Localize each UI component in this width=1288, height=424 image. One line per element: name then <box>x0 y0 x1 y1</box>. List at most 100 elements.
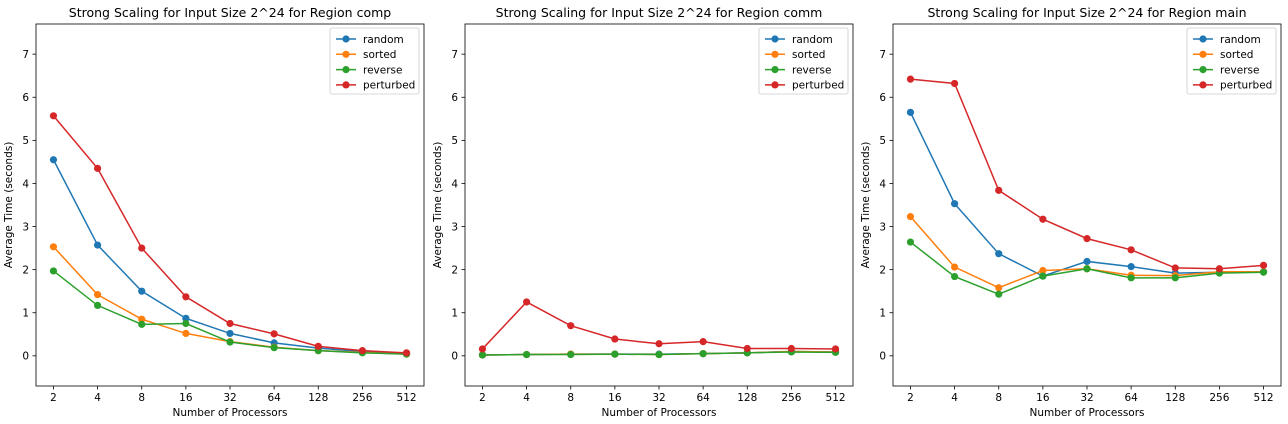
y-axis-label: Average Time (seconds) <box>860 142 872 269</box>
data-point-reverse <box>182 319 190 328</box>
y-tick-label: 2 <box>879 264 886 276</box>
data-point-perturbed <box>699 338 707 346</box>
y-tick-label: 2 <box>451 264 458 276</box>
legend-marker-random <box>342 35 350 43</box>
data-point-random <box>1127 263 1135 271</box>
x-tick-label: 2 <box>479 392 486 404</box>
x-tick-label: 512 <box>397 392 417 404</box>
x-tick-label: 4 <box>951 392 958 404</box>
legend-marker-reverse <box>342 66 350 74</box>
data-point-perturbed <box>1259 261 1268 269</box>
data-point-perturbed <box>743 344 751 353</box>
data-point-random <box>93 241 102 249</box>
data-point-sorted <box>995 284 1003 292</box>
y-tick-label: 3 <box>879 221 886 233</box>
y-tick-label: 1 <box>22 308 29 320</box>
legend: random sorted reverse perturbed <box>1186 27 1277 95</box>
data-point-perturbed <box>182 293 190 301</box>
y-axis-label: Average Time (seconds) <box>3 142 15 269</box>
legend-label-reverse: reverse <box>792 64 831 76</box>
series-reverse <box>49 267 411 358</box>
data-point-sorted <box>93 291 102 299</box>
legend-label-perturbed: perturbed <box>1220 80 1272 92</box>
data-point-reverse <box>1039 272 1047 280</box>
data-point-perturbed <box>49 112 58 120</box>
x-tick-label: 512 <box>826 392 846 404</box>
data-point-sorted <box>906 213 915 221</box>
legend-label-random: random <box>363 34 404 46</box>
legend-label-sorted: sorted <box>792 49 825 61</box>
series-perturbed <box>49 112 411 357</box>
data-point-reverse <box>1127 274 1135 282</box>
data-point-random <box>950 200 959 208</box>
data-point-random <box>49 156 58 164</box>
data-point-perturbed <box>314 342 322 350</box>
legend-label-reverse: reverse <box>363 64 402 76</box>
x-tick-label: 256 <box>781 392 801 404</box>
data-point-perturbed <box>522 298 531 306</box>
data-point-perturbed <box>906 75 915 83</box>
legend-marker-reverse <box>771 66 779 74</box>
y-tick-label: 6 <box>22 92 29 104</box>
x-tick-label: 2 <box>907 392 914 404</box>
data-point-reverse <box>226 338 234 346</box>
y-tick-label: 7 <box>22 49 29 61</box>
y-tick-label: 4 <box>22 178 29 190</box>
chart-panel-1: Strong Scaling for Input Size 2^24 for R… <box>3 5 425 419</box>
legend-box <box>758 27 849 95</box>
series-line-random <box>909 112 1264 277</box>
legend-label-sorted: sorted <box>363 49 396 61</box>
y-tick-label: 6 <box>451 92 458 104</box>
x-axis-label: Number of Processors <box>172 407 287 419</box>
series-perturbed <box>478 298 840 353</box>
data-point-random <box>995 250 1003 258</box>
y-tick-label: 0 <box>879 351 886 363</box>
data-point-reverse <box>522 350 531 359</box>
data-point-reverse <box>1259 268 1268 276</box>
data-point-perturbed <box>138 244 146 252</box>
data-point-perturbed <box>478 345 487 353</box>
legend-label-sorted: sorted <box>1220 49 1253 61</box>
legend-label-perturbed: perturbed <box>363 80 415 92</box>
legend-marker-reverse <box>1199 66 1207 74</box>
x-tick-label: 128 <box>308 392 328 404</box>
x-tick-label: 16 <box>608 392 622 404</box>
data-point-perturbed <box>226 319 234 328</box>
x-tick-label: 64 <box>696 392 710 404</box>
x-tick-label: 256 <box>352 392 372 404</box>
series-random <box>906 108 1268 280</box>
legend-label-random: random <box>1220 34 1261 46</box>
y-tick-label: 4 <box>451 178 458 190</box>
x-tick-label: 32 <box>223 392 236 404</box>
data-point-sorted <box>138 315 146 323</box>
y-tick-label: 2 <box>22 264 29 276</box>
y-tick-label: 5 <box>22 135 29 147</box>
y-tick-label: 3 <box>451 221 458 233</box>
data-point-random <box>226 329 234 338</box>
data-point-random <box>138 287 146 295</box>
series-line-perturbed <box>52 115 407 354</box>
data-point-perturbed <box>787 344 796 353</box>
y-tick-label: 0 <box>22 351 29 363</box>
legend-marker-perturbed <box>771 81 779 89</box>
data-point-perturbed <box>831 345 840 353</box>
x-tick-label: 128 <box>1165 392 1185 404</box>
x-tick-label: 16 <box>1036 392 1050 404</box>
data-point-reverse <box>995 290 1003 298</box>
data-point-perturbed <box>1039 215 1047 223</box>
data-point-random <box>182 314 190 322</box>
data-point-reverse <box>655 350 663 359</box>
y-tick-label: 1 <box>879 308 886 320</box>
legend-marker-perturbed <box>342 81 350 89</box>
chart-panel-3: Strong Scaling for Input Size 2^24 for R… <box>860 5 1282 419</box>
data-point-reverse <box>478 351 487 359</box>
y-tick-label: 7 <box>451 49 458 61</box>
y-tick-label: 1 <box>451 308 458 320</box>
series-perturbed <box>906 75 1268 273</box>
y-tick-label: 5 <box>451 135 458 147</box>
chart-title: Strong Scaling for Input Size 2^24 for R… <box>69 5 391 20</box>
legend-box <box>329 27 420 95</box>
legend-marker-sorted <box>1199 50 1207 58</box>
legend-marker-sorted <box>342 50 350 58</box>
data-point-reverse <box>906 238 915 246</box>
